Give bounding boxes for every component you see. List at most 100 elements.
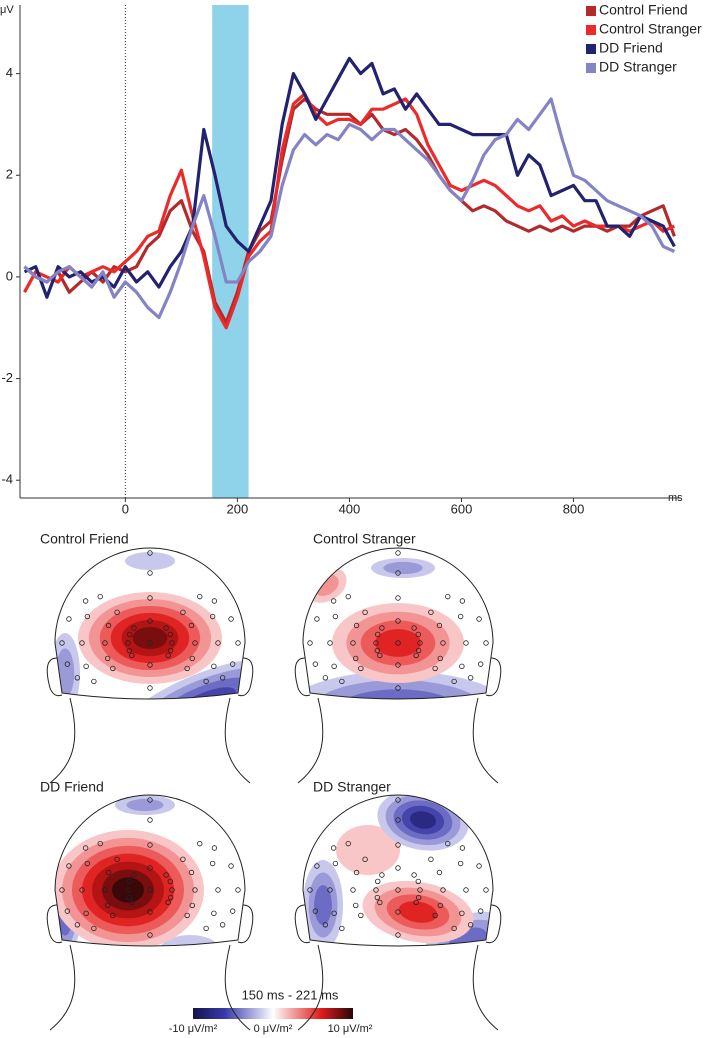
electrode	[105, 869, 112, 876]
electrode	[197, 840, 203, 847]
electrode	[169, 640, 175, 646]
electrode	[307, 640, 313, 646]
electrode	[110, 665, 116, 672]
topomap-title: DD Friend	[40, 779, 104, 795]
x-tick-label: 0	[122, 501, 129, 516]
electrode	[211, 663, 217, 670]
electrode	[79, 640, 85, 646]
electrode	[375, 631, 381, 638]
contour	[314, 885, 332, 925]
electrode	[358, 912, 364, 919]
electrode	[163, 625, 169, 631]
electrode	[362, 609, 368, 616]
contour	[409, 811, 437, 829]
electrode	[211, 845, 218, 851]
electrode	[476, 863, 482, 869]
electrode	[97, 593, 103, 600]
contour	[132, 626, 168, 650]
electrode	[395, 618, 401, 624]
electrode	[411, 625, 417, 631]
electrode	[436, 622, 443, 629]
electrode	[415, 647, 422, 654]
electrode	[379, 872, 385, 878]
electrode	[188, 622, 195, 629]
electrode	[147, 865, 153, 871]
electrode	[229, 908, 236, 914]
electrode	[339, 925, 345, 932]
x-tick-label: 600	[451, 501, 473, 516]
electrode	[345, 593, 351, 600]
legend-label: DD Stranger	[599, 59, 677, 75]
electrode	[147, 640, 153, 646]
electrode	[91, 678, 97, 685]
electrode	[339, 678, 345, 685]
electrode	[129, 899, 135, 906]
electrode	[428, 609, 434, 616]
electrode	[432, 665, 438, 672]
electrode	[395, 595, 401, 601]
contour	[336, 825, 400, 875]
contour	[160, 935, 220, 946]
electrode	[459, 910, 465, 917]
electrode	[184, 912, 190, 919]
contour	[55, 648, 75, 698]
electrode	[192, 640, 198, 646]
electrode	[451, 925, 457, 932]
electrode	[437, 902, 443, 909]
electrode	[147, 550, 153, 556]
electrode	[167, 878, 173, 885]
electrode	[110, 912, 116, 919]
electrode	[105, 655, 111, 662]
electrode	[180, 609, 186, 616]
electrode	[353, 869, 360, 876]
electrode	[163, 872, 169, 878]
electrode	[147, 570, 153, 576]
electrode	[215, 640, 221, 646]
neck	[472, 697, 499, 784]
electrode	[428, 856, 434, 863]
electrode	[188, 869, 195, 876]
electrode	[147, 797, 153, 803]
topomap	[303, 548, 493, 699]
electrode	[459, 598, 466, 604]
electrode	[209, 860, 216, 867]
electrode	[362, 856, 368, 863]
electrode	[415, 878, 421, 885]
electrode	[66, 616, 72, 622]
electrode	[147, 595, 153, 601]
electrode	[147, 618, 153, 624]
x-tick-label: 800	[563, 501, 585, 516]
electrode	[83, 910, 89, 917]
electrode	[353, 655, 359, 662]
ear	[294, 904, 311, 944]
y-tick-label: 4	[6, 65, 13, 80]
legend-label: Control Friend	[599, 2, 688, 18]
electrode	[184, 665, 190, 672]
electrode	[235, 887, 241, 893]
contour	[383, 561, 423, 575]
electrode	[64, 908, 71, 914]
legend-swatch	[586, 44, 596, 54]
electrode	[417, 887, 423, 893]
contour	[333, 689, 463, 699]
electrode	[125, 640, 131, 646]
electrode	[483, 887, 489, 893]
y-tick-label: -2	[1, 370, 13, 385]
electrode	[203, 678, 209, 685]
electrode	[83, 663, 89, 670]
electrode	[235, 640, 241, 646]
neck	[472, 944, 499, 1031]
electrode	[192, 887, 198, 893]
electrode	[197, 593, 203, 600]
neck	[224, 944, 251, 1031]
topomap-title: DD Stranger	[313, 779, 391, 795]
ear	[237, 657, 254, 697]
ear	[46, 657, 63, 697]
electrode	[459, 845, 466, 851]
electrode	[395, 865, 401, 871]
electrode	[331, 910, 337, 917]
electrode	[147, 932, 153, 938]
electrode	[147, 909, 153, 915]
legend-swatch	[586, 63, 596, 73]
electrode	[445, 840, 451, 847]
